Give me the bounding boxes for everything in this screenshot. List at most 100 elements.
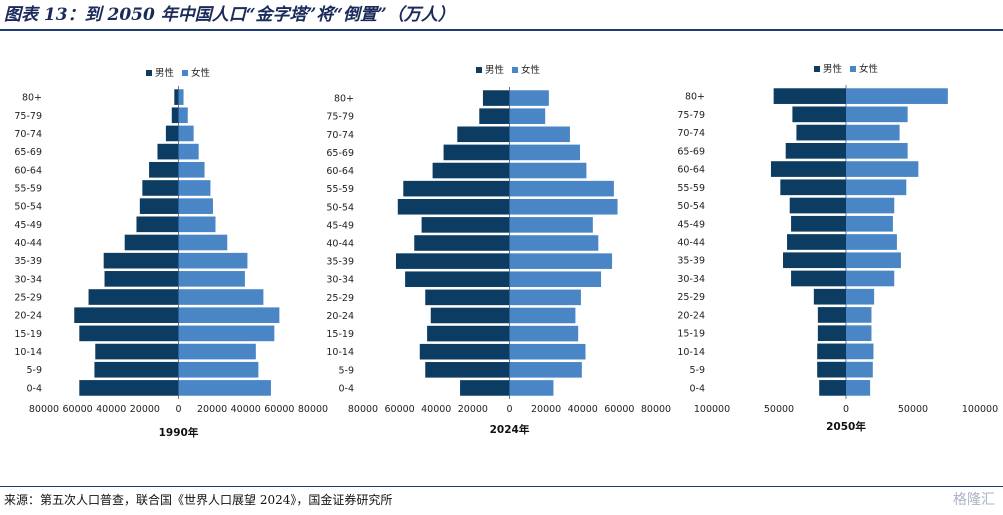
category-label: 55-59 xyxy=(326,184,354,195)
female-bar-80+ xyxy=(846,88,948,104)
category-label: 55-59 xyxy=(677,183,705,194)
legend-swatch-male xyxy=(476,67,482,73)
legend-swatch-male xyxy=(146,70,152,76)
male-bar-30-34 xyxy=(405,271,510,288)
category-label: 50-54 xyxy=(14,202,42,213)
male-bar-80+ xyxy=(482,90,510,106)
year-label: 2024年 xyxy=(490,423,530,436)
legend-label-female: 女性 xyxy=(521,64,541,76)
legend-label-female: 女性 xyxy=(191,67,211,79)
male-bar-15-19 xyxy=(817,325,846,342)
male-bar-20-24 xyxy=(430,307,510,324)
x-tick-label: 40000 xyxy=(421,404,451,415)
male-bar-60-64 xyxy=(149,161,179,178)
female-bar-70-74 xyxy=(178,125,194,142)
year-label: 2050年 xyxy=(826,420,866,433)
female-bar-40-44 xyxy=(509,235,599,251)
male-bar-45-49 xyxy=(136,216,179,233)
x-tick-label: 0 xyxy=(506,404,512,415)
female-bar-50-54 xyxy=(509,198,618,215)
female-bar-5-9 xyxy=(178,361,259,378)
category-label: 30-34 xyxy=(14,274,42,285)
x-tick-label: 80000 xyxy=(348,404,378,415)
category-label: 35-39 xyxy=(14,256,42,267)
female-bar-40-44 xyxy=(178,234,228,251)
category-label: 0-4 xyxy=(338,383,354,394)
x-tick-label: 80000 xyxy=(29,404,59,415)
male-bar-70-74 xyxy=(165,125,179,142)
male-bar-45-49 xyxy=(791,215,846,232)
category-label: 25-29 xyxy=(14,293,42,304)
male-bar-10-14 xyxy=(95,343,179,360)
category-label: 80+ xyxy=(22,93,42,104)
male-bar-5-9 xyxy=(425,362,510,378)
category-label: 20-24 xyxy=(326,311,354,322)
legend-swatch-female xyxy=(182,70,188,76)
male-bar-10-14 xyxy=(419,343,510,360)
female-bar-40-44 xyxy=(846,234,897,250)
male-bar-50-54 xyxy=(397,198,510,215)
legend-swatch-female xyxy=(512,67,518,73)
female-bar-35-39 xyxy=(846,252,901,269)
category-label: 30-34 xyxy=(326,275,354,286)
male-bar-55-59 xyxy=(142,180,179,196)
female-bar-15-19 xyxy=(178,325,275,342)
female-bar-5-9 xyxy=(846,361,873,378)
male-bar-60-64 xyxy=(432,162,510,179)
category-label: 65-69 xyxy=(326,148,354,159)
female-bar-45-49 xyxy=(509,217,593,233)
male-bar-30-34 xyxy=(104,271,179,287)
male-bar-50-54 xyxy=(789,197,846,214)
male-bar-65-69 xyxy=(443,144,510,161)
male-bar-5-9 xyxy=(817,361,846,378)
category-label: 15-19 xyxy=(326,329,354,340)
male-bar-75-79 xyxy=(792,106,846,123)
female-bar-10-14 xyxy=(178,343,256,360)
male-bar-70-74 xyxy=(457,126,510,143)
legend-label-male: 男性 xyxy=(155,67,175,79)
category-label: 60-64 xyxy=(677,165,705,176)
category-label: 45-49 xyxy=(677,219,705,230)
male-bar-40-44 xyxy=(787,234,846,250)
female-bar-25-29 xyxy=(846,288,875,305)
female-bar-80+ xyxy=(509,90,549,106)
male-bar-80+ xyxy=(773,88,846,104)
male-bar-20-24 xyxy=(817,307,846,323)
male-bar-50-54 xyxy=(139,198,179,214)
category-label: 35-39 xyxy=(677,256,705,267)
male-bar-0-4 xyxy=(819,380,846,396)
category-label: 65-69 xyxy=(14,147,42,158)
chart-title: 图表 13：到 2050 年中国人口“金字塔”将“倒置”（万人） xyxy=(4,5,455,25)
female-bar-50-54 xyxy=(178,198,213,214)
category-label: 50-54 xyxy=(326,202,354,213)
category-label: 60-64 xyxy=(14,165,42,176)
male-bar-55-59 xyxy=(780,179,846,196)
female-bar-60-64 xyxy=(509,162,587,179)
male-bar-55-59 xyxy=(403,180,510,197)
female-bar-75-79 xyxy=(178,107,188,124)
category-label: 0-4 xyxy=(689,383,705,394)
male-bar-10-14 xyxy=(817,343,846,360)
x-tick-label: 0 xyxy=(843,404,849,415)
x-tick-label: 20000 xyxy=(531,404,561,415)
category-label: 75-79 xyxy=(326,112,354,123)
female-bar-10-14 xyxy=(509,343,586,360)
male-bar-35-39 xyxy=(395,253,510,269)
category-label: 75-79 xyxy=(14,111,42,122)
category-label: 5-9 xyxy=(338,365,354,376)
category-label: 75-79 xyxy=(677,110,705,121)
female-bar-75-79 xyxy=(509,108,546,124)
female-bar-55-59 xyxy=(178,180,211,196)
female-bar-15-19 xyxy=(846,325,872,342)
category-label: 25-29 xyxy=(677,292,705,303)
category-label: 15-19 xyxy=(677,329,705,340)
category-label: 70-74 xyxy=(326,130,354,141)
category-label: 20-24 xyxy=(677,310,705,321)
x-tick-label: 60000 xyxy=(604,404,634,415)
category-label: 10-14 xyxy=(677,347,705,358)
female-bar-0-4 xyxy=(846,380,871,396)
male-bar-65-69 xyxy=(157,143,179,160)
male-bar-65-69 xyxy=(785,142,846,159)
male-bar-75-79 xyxy=(171,107,179,124)
x-tick-label: 20000 xyxy=(458,404,488,415)
